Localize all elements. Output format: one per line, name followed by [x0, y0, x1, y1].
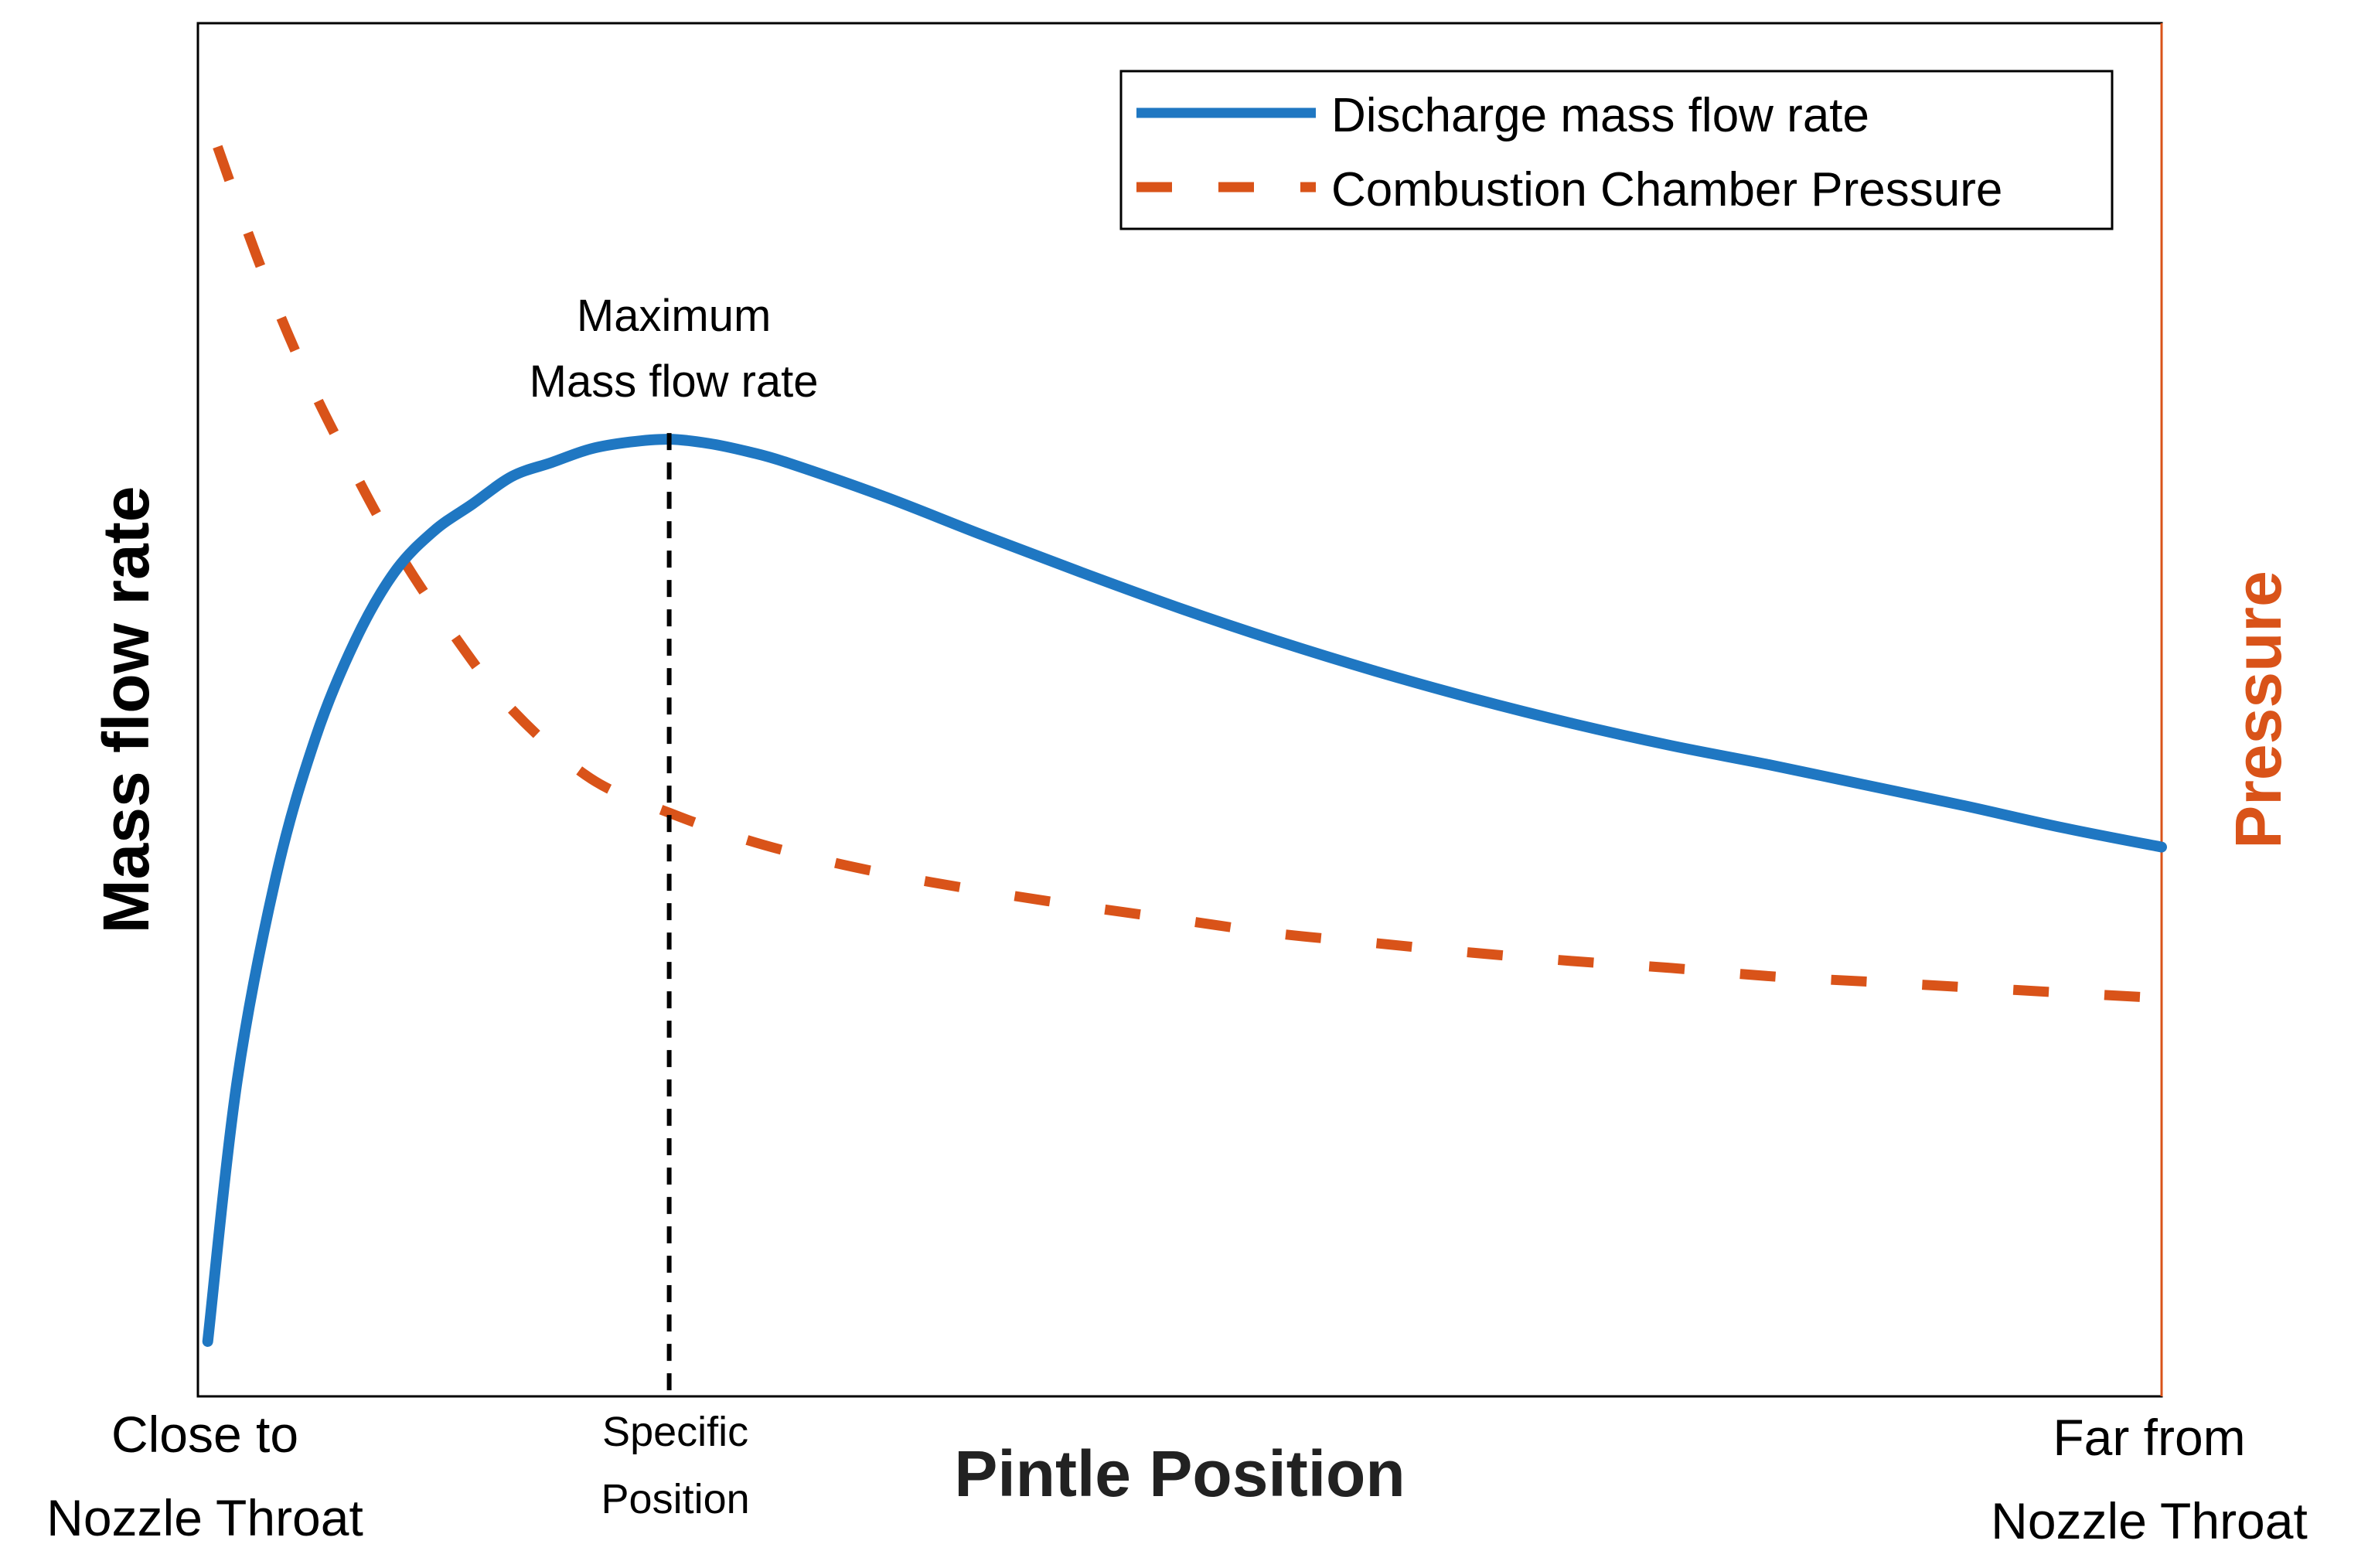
legend-label-pressure: Combustion Chamber Pressure: [1331, 163, 2002, 216]
legend-label-mass-flow: Discharge mass flow rate: [1331, 89, 1869, 142]
x-tick-label-left-line-1: Close to: [111, 1406, 298, 1463]
pressure-series-line: [213, 145, 2162, 1004]
x-tick-label-left-line-2: Nozzle Throat: [46, 1489, 363, 1546]
plot-frame: [196, 22, 2163, 1398]
x-tick-label-marker-line-2: Position: [601, 1476, 750, 1522]
annotation-line-2: Mass flow rate: [530, 356, 819, 407]
x-tick-label-right-line-2: Nozzle Throat: [1991, 1492, 2308, 1549]
legend: Discharge mass flow rate Combustion Cham…: [1119, 70, 2114, 230]
mass-flow-series-line: [202, 434, 2167, 1347]
x-tick-label-marker-line-1: Specific: [602, 1409, 748, 1455]
x-axis-title: Pintle Position: [954, 1437, 1405, 1510]
y-axis-title-left: Mass flow rate: [90, 486, 162, 934]
y-axis-title-right: Pressure: [2222, 571, 2295, 849]
annotation-line-1: Maximum: [577, 291, 771, 341]
legend-box: [1119, 70, 2114, 230]
x-tick-label-right-line-1: Far from: [2053, 1409, 2245, 1466]
